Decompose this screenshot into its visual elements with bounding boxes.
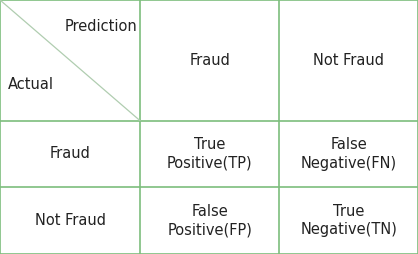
Text: Not Fraud: Not Fraud <box>35 213 105 228</box>
Text: Not Fraud: Not Fraud <box>313 53 384 68</box>
Text: True
Positive(TP): True Positive(TP) <box>167 137 252 171</box>
Text: False
Negative(FN): False Negative(FN) <box>301 137 397 171</box>
Text: Prediction: Prediction <box>64 19 137 34</box>
Text: Fraud: Fraud <box>50 146 90 162</box>
Text: False
Positive(FP): False Positive(FP) <box>167 204 252 237</box>
Text: True
Negative(TN): True Negative(TN) <box>300 204 397 237</box>
Text: Actual: Actual <box>8 77 54 92</box>
Text: Fraud: Fraud <box>189 53 230 68</box>
